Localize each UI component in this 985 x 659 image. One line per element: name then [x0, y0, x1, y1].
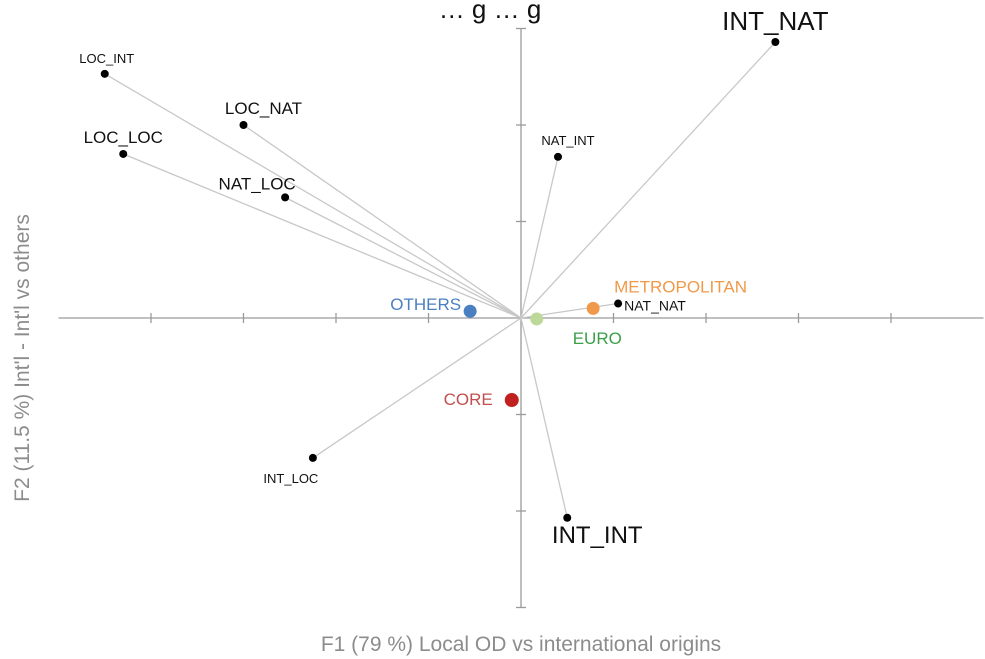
label-nat-int: NAT_INT	[541, 133, 594, 148]
point-nat-loc	[281, 193, 290, 202]
vector-nat-loc	[284, 196, 522, 319]
group-points: OTHERS METROPOLITAN EURO CORE	[390, 277, 747, 409]
label-loc-nat: LOC_NAT	[225, 99, 302, 118]
point-loc-loc	[119, 149, 128, 158]
vector-int-loc	[312, 317, 522, 459]
group-label-metropolitan: METROPOLITAN	[614, 277, 747, 296]
x-axis-title: F1 (79 %) Local OD vs international orig…	[321, 633, 721, 656]
label-nat-loc: NAT_LOC	[219, 174, 296, 193]
label-int-int: INT_INT	[552, 522, 643, 549]
label-loc-int: LOC_INT	[79, 51, 134, 66]
point-nat-int	[554, 152, 562, 161]
point-nat-nat	[614, 299, 623, 308]
group-label-euro: EURO	[573, 329, 622, 348]
group-point-euro	[530, 312, 544, 326]
vector-nat-int	[520, 156, 559, 319]
label-int-nat: INT_NAT	[722, 6, 829, 36]
vector-int-int	[520, 317, 568, 518]
label-loc-loc: LOC_LOC	[84, 128, 163, 147]
point-int-loc	[308, 453, 317, 462]
group-point-others	[463, 304, 477, 318]
vector-loc-int	[104, 73, 522, 319]
point-loc-int	[100, 69, 109, 78]
point-int-nat	[771, 38, 780, 47]
vector-int-nat	[520, 41, 776, 319]
point-loc-nat	[239, 121, 248, 129]
vector-loc-nat	[243, 124, 522, 319]
group-label-core: CORE	[444, 390, 493, 409]
point-int-int	[563, 513, 572, 522]
vector-loc-loc	[123, 153, 522, 319]
label-int-loc: INT_LOC	[263, 471, 318, 486]
chart-title: … g … g	[439, 0, 542, 24]
label-nat-nat: NAT_NAT	[624, 298, 686, 314]
group-point-metropolitan	[586, 301, 600, 315]
group-label-others: OTHERS	[390, 295, 461, 314]
y-axis-title: F2 (11.5 %) Int'l - Int'l vs others	[11, 214, 34, 502]
group-point-core	[504, 393, 519, 408]
variable-vectors: INT_NAT LOC_INT LOC_NAT LOC_LOC NAT_INT NAT_L…	[79, 6, 828, 549]
